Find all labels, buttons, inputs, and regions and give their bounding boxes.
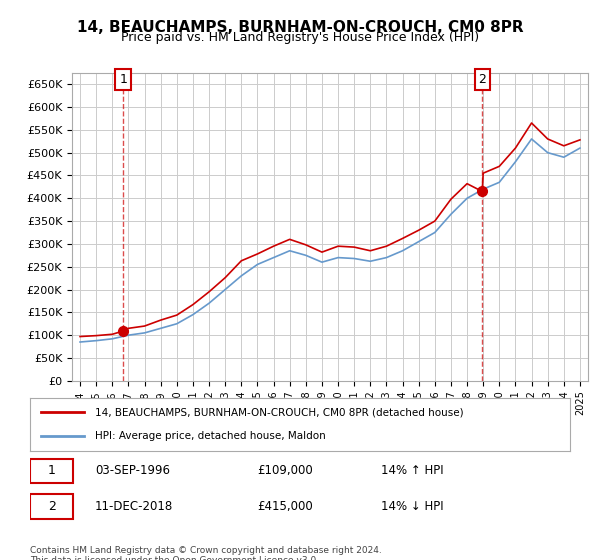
Text: Price paid vs. HM Land Registry's House Price Index (HPI): Price paid vs. HM Land Registry's House … [121, 31, 479, 44]
Text: 2: 2 [478, 73, 486, 86]
Text: 1: 1 [47, 464, 56, 478]
Text: 1: 1 [119, 73, 127, 86]
Text: 14, BEAUCHAMPS, BURNHAM-ON-CROUCH, CM0 8PR (detached house): 14, BEAUCHAMPS, BURNHAM-ON-CROUCH, CM0 8… [95, 408, 463, 418]
Text: 14% ↓ HPI: 14% ↓ HPI [381, 500, 443, 513]
Text: 11-DEC-2018: 11-DEC-2018 [95, 500, 173, 513]
Text: Contains HM Land Registry data © Crown copyright and database right 2024.
This d: Contains HM Land Registry data © Crown c… [30, 546, 382, 560]
Text: 2: 2 [47, 500, 56, 513]
FancyBboxPatch shape [30, 459, 73, 483]
FancyBboxPatch shape [30, 494, 73, 519]
Text: £109,000: £109,000 [257, 464, 313, 478]
Text: 14% ↑ HPI: 14% ↑ HPI [381, 464, 443, 478]
Text: 03-SEP-1996: 03-SEP-1996 [95, 464, 170, 478]
Text: 14, BEAUCHAMPS, BURNHAM-ON-CROUCH, CM0 8PR: 14, BEAUCHAMPS, BURNHAM-ON-CROUCH, CM0 8… [77, 20, 523, 35]
Text: HPI: Average price, detached house, Maldon: HPI: Average price, detached house, Mald… [95, 431, 326, 441]
Text: £415,000: £415,000 [257, 500, 313, 513]
